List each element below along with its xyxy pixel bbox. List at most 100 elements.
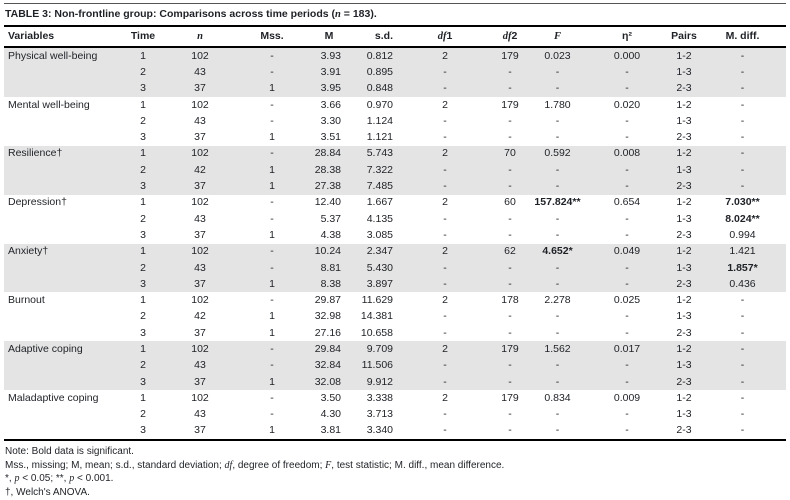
cell-variable <box>4 407 119 423</box>
cell-n: 43 <box>194 114 206 127</box>
cell-df2: 179 <box>501 49 519 62</box>
cell-mdiff: - <box>740 163 745 176</box>
cell-mss: 1 <box>269 310 275 323</box>
cell-n: 102 <box>191 98 209 111</box>
cell-n: 43 <box>194 261 206 274</box>
cell-n: 43 <box>194 212 206 225</box>
cell-sd: 7.485 <box>366 180 393 193</box>
cell-sd: 3.713 <box>366 408 393 421</box>
cell-f: 1.780 <box>544 98 571 111</box>
table-row: 3 37 1 32.08 9.912 - - - - 2-3 - <box>4 373 786 391</box>
cell-df2: - <box>508 163 512 176</box>
table-caption-label: TABLE 3: <box>5 8 52 20</box>
cell-mss: 1 <box>269 180 275 193</box>
cell-mdiff: 8.024** <box>725 212 760 225</box>
note-abbreviations: Mss., missing; M, mean; s.d., standard d… <box>5 459 505 471</box>
cell-df1: - <box>443 375 447 388</box>
table-row: 3 37 1 3.81 3.340 - - - - 2-3 - <box>4 423 786 440</box>
col-header-m: M <box>311 26 347 48</box>
cell-df1: 2 <box>442 391 448 404</box>
cell-time: 1 <box>140 245 146 258</box>
cell-df1: - <box>443 163 447 176</box>
cell-mss: - <box>270 294 274 307</box>
cell-sd: 0.970 <box>366 98 393 111</box>
cell-df2: - <box>508 65 512 78</box>
col-header-time: Time <box>119 26 167 48</box>
table-row: 3 37 1 4.38 3.085 - - - - 2-3 0.994 <box>4 227 786 243</box>
cell-df2: - <box>508 359 512 372</box>
cell-m: 8.38 <box>320 277 341 290</box>
cell-variable <box>4 358 119 374</box>
cell-sd: 3.897 <box>366 277 393 290</box>
cell-sd: 2.347 <box>366 245 393 258</box>
cell-mss: 1 <box>269 228 275 241</box>
cell-eta2: - <box>625 277 629 290</box>
cell-time: 2 <box>140 114 146 127</box>
cell-eta2: - <box>625 408 629 421</box>
cell-sd: 5.430 <box>366 261 393 274</box>
cell-mdiff: - <box>740 82 745 95</box>
cell-time: 3 <box>140 131 146 144</box>
cell-n: 102 <box>191 342 209 355</box>
cell-sd: 11.506 <box>361 359 393 372</box>
cell-variable: Depression† <box>8 196 67 209</box>
cell-variable: Burnout <box>8 294 45 307</box>
cell-sd: 3.085 <box>366 228 393 241</box>
cell-n: 42 <box>194 163 206 176</box>
cell-df1: 2 <box>442 98 448 111</box>
cell-df1: - <box>443 424 447 437</box>
cell-df1: - <box>443 65 447 78</box>
cell-mdiff: - <box>740 326 745 339</box>
cell-n: 42 <box>194 310 206 323</box>
cell-pairs: 2-3 <box>676 131 692 144</box>
cell-mdiff: - <box>740 131 745 144</box>
cell-variable: Physical well-being <box>8 49 98 62</box>
cell-m: 32.84 <box>314 359 341 372</box>
cell-m: 3.93 <box>320 49 341 62</box>
cell-f: - <box>555 212 560 225</box>
cell-pairs: 2-3 <box>676 326 692 339</box>
cell-m: 3.51 <box>320 131 341 144</box>
cell-df1: 2 <box>442 147 448 160</box>
col-header-df2: df2 <box>490 26 530 48</box>
table-row: 2 43 - 5.37 4.135 - - - - 1-3 8.024** <box>4 211 786 227</box>
cell-pairs: 1-3 <box>676 163 692 176</box>
cell-df2: - <box>508 326 512 339</box>
cell-n: 37 <box>194 375 206 388</box>
cell-mss: 1 <box>269 277 275 290</box>
note-welch: †, Welch's ANOVA. <box>5 486 90 498</box>
cell-mss: 1 <box>269 163 275 176</box>
cell-f: - <box>555 359 560 372</box>
cell-pairs: 1-2 <box>676 342 692 355</box>
cell-sd: 5.743 <box>366 147 393 160</box>
table-row: 2 43 - 8.81 5.430 - - - - 1-3 1.857* <box>4 259 786 277</box>
cell-pairs: 2-3 <box>676 375 692 388</box>
cell-variable <box>4 129 119 145</box>
cell-pairs: 2-3 <box>676 277 692 290</box>
cell-f: - <box>555 114 560 127</box>
col-header-sd: s.d. <box>347 26 400 48</box>
cell-eta2: - <box>625 359 629 372</box>
cell-f: 0.834 <box>544 391 571 404</box>
cell-eta2: - <box>625 424 629 437</box>
cell-df1: - <box>443 212 447 225</box>
cell-df1: 2 <box>442 245 448 258</box>
cell-mdiff: - <box>740 375 745 388</box>
cell-n: 43 <box>194 65 206 78</box>
table-row: 3 37 1 27.38 7.485 - - - - 2-3 - <box>4 178 786 195</box>
cell-f: - <box>555 65 560 78</box>
cell-df1: - <box>443 310 447 323</box>
cell-time: 1 <box>140 294 146 307</box>
cell-f: - <box>555 310 560 323</box>
table-row: 3 37 1 3.51 1.121 - - - - 2-3 - <box>4 129 786 145</box>
cell-sd: 1.667 <box>366 196 393 209</box>
table-row: Adaptive coping 1 102 - 29.84 9.709 2 179 1.562 0… <box>4 341 786 358</box>
cell-mdiff: - <box>740 98 745 111</box>
cell-time: 3 <box>140 424 146 437</box>
table-row: Maladaptive coping 1 102 - 3.50 3.338 2 179 0.83… <box>4 390 786 406</box>
cell-mdiff: 0.436 <box>729 277 756 290</box>
cell-eta2: - <box>625 65 629 78</box>
col-header-df1: df1 <box>400 26 490 48</box>
cell-variable: Anxiety† <box>8 245 49 258</box>
cell-f: - <box>555 375 560 388</box>
